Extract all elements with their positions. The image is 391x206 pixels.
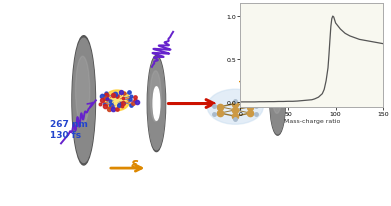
Ellipse shape	[270, 66, 285, 136]
Ellipse shape	[75, 57, 90, 125]
X-axis label: Mass-charge ratio: Mass-charge ratio	[283, 118, 340, 123]
Text: 267 nm
130 fs: 267 nm 130 fs	[50, 120, 88, 139]
Ellipse shape	[72, 36, 95, 165]
Ellipse shape	[109, 94, 126, 108]
Ellipse shape	[150, 71, 161, 122]
Ellipse shape	[104, 91, 130, 111]
Ellipse shape	[272, 77, 282, 114]
Ellipse shape	[207, 90, 263, 125]
Ellipse shape	[73, 39, 95, 163]
Text: ε: ε	[131, 157, 138, 170]
Ellipse shape	[153, 87, 160, 121]
Text: +: +	[238, 76, 246, 86]
Ellipse shape	[148, 58, 165, 150]
Ellipse shape	[271, 68, 285, 134]
Ellipse shape	[147, 56, 166, 152]
